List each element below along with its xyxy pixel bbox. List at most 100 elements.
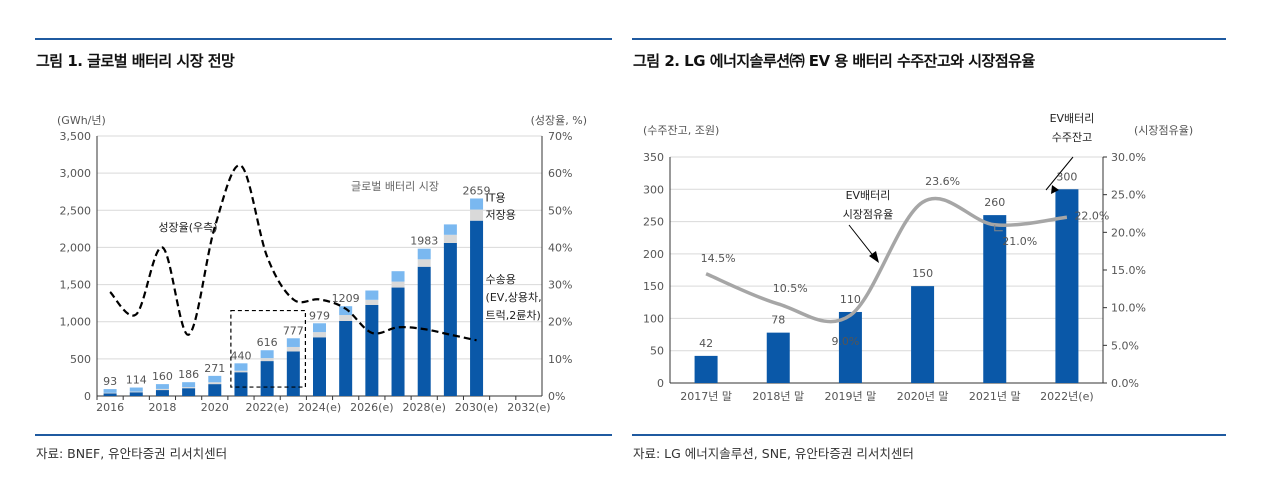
figure1-top-rule: [35, 38, 612, 40]
bar-segment-it: [103, 389, 117, 393]
x-tick-label: 2019년 말: [825, 390, 877, 403]
x-tick-label: 2018: [148, 401, 176, 414]
bar-segment-storage: [260, 358, 274, 362]
bar-segment-transport: [155, 390, 169, 396]
y-tick-label: 3,500: [60, 130, 92, 143]
market-share-label: 23.6%: [925, 175, 960, 188]
x-tick-label: 2021년 말: [969, 390, 1021, 403]
y2-tick-label: 30.0%: [1111, 151, 1146, 164]
x-tick-label: 2030(e): [455, 401, 498, 414]
figure2-top-rule: [632, 38, 1226, 40]
market-share-arrow-line: [848, 224, 876, 259]
y-tick-label: 0: [84, 390, 91, 403]
y-tick-label: 50: [650, 345, 664, 358]
chart-title: 글로벌 배터리 시장: [351, 180, 439, 193]
y2-tick-label: 70%: [548, 130, 572, 143]
x-tick-label: 2017년 말: [680, 390, 732, 403]
y2-tick-label: 60%: [548, 167, 572, 180]
order-backlog-bar: [694, 355, 718, 383]
x-tick-label: 2024(e): [298, 401, 341, 414]
leader-line: [994, 224, 1003, 232]
figure2-source: 자료: LG 에너지솔루션, SNE, 유안타증권 리서치센터: [633, 446, 914, 461]
y-tick-label: 1,000: [60, 316, 92, 329]
y2-tick-label: 30%: [548, 279, 572, 292]
y2-tick-label: 25.0%: [1111, 189, 1146, 202]
bar-total-label: 2659: [463, 184, 491, 197]
market-share-legend: EV배터리 시장점유율: [843, 189, 894, 221]
y-tick-label: 150: [643, 280, 664, 293]
bar-segment-storage: [313, 332, 326, 338]
bar-segment-transport: [129, 392, 143, 396]
bar-segment-transport: [260, 361, 274, 396]
bar-value-label: 78: [771, 314, 785, 327]
market-share-label: 21.0%: [1002, 235, 1037, 248]
bar-segment-storage: [129, 391, 143, 393]
y-tick-label: 200: [643, 248, 664, 261]
highlight-box: [230, 309, 307, 388]
y2-tick-label: 0%: [548, 390, 565, 403]
bar-total-label: 114: [126, 374, 147, 387]
y-axis-label: (GWh/년): [57, 114, 106, 127]
bar-total-label: 777: [283, 324, 304, 337]
bar-segment-storage: [365, 299, 379, 305]
y2-tick-label: 10.0%: [1111, 302, 1146, 315]
bar-segment-transport: [286, 351, 300, 396]
x-tick-label: 2020년 말: [897, 390, 949, 403]
bar-total-label: 160: [152, 370, 173, 383]
y-tick-label: 2,000: [60, 241, 92, 254]
x-tick-label: 2016: [96, 401, 124, 414]
bar-total-label: 616: [257, 336, 278, 349]
x-tick-label: 2022년(e): [1040, 390, 1093, 403]
bar-segment-it: [208, 375, 222, 383]
bar-segment-storage: [417, 259, 431, 267]
bar-segment-transport: [313, 337, 326, 396]
order-backlog-bar: [766, 332, 790, 383]
y2-tick-label: 0.0%: [1111, 377, 1139, 390]
legend-transport: 수송용 (EV,상용차, 트럭,2륜차): [486, 273, 542, 322]
y2-tick-label: 50%: [548, 204, 572, 217]
growth-rate-line: [109, 164, 477, 342]
figure2-title: 그림 2. LG 에너지솔루션㈜ EV 용 배터리 수주잔고와 시장점유율: [633, 52, 1035, 70]
y2-tick-label: 5.0%: [1111, 339, 1139, 352]
bar-segment-it: [470, 198, 484, 210]
x-tick-label: 2028(e): [403, 401, 446, 414]
figure2-bottom-rule: [632, 434, 1226, 436]
market-share-label: 9.0%: [831, 335, 859, 348]
y-tick-label: 0: [657, 377, 664, 390]
y2-tick-label: 40%: [548, 241, 572, 254]
legend-it: IT용: [486, 191, 506, 204]
bar-segment-transport: [391, 287, 405, 396]
y-tick-label: 350: [643, 151, 664, 164]
bar-value-label: 110: [840, 293, 861, 306]
bar-segment-storage: [339, 315, 353, 321]
y-tick-label: 300: [643, 183, 664, 196]
bar-total-label: 440: [230, 349, 251, 362]
bar-segment-transport: [208, 384, 222, 396]
y-axis-label: (수주잔고, 조원): [643, 124, 719, 137]
bar-segment-storage: [155, 388, 169, 391]
bar-total-label: 271: [204, 362, 225, 375]
order-backlog-bar: [911, 286, 935, 383]
bar-total-label: 1983: [410, 235, 438, 248]
y2-tick-label: 10%: [548, 353, 572, 366]
figure1-bottom-rule: [35, 434, 612, 436]
bar-total-label: 186: [178, 368, 199, 381]
bar-segment-transport: [103, 393, 117, 396]
bar-segment-storage: [234, 370, 248, 373]
bar-value-label: 300: [1056, 170, 1077, 183]
market-share-label: 22.0%: [1074, 209, 1109, 222]
bar-segment-storage: [286, 346, 300, 352]
market-share-label: 14.5%: [701, 252, 736, 265]
figure1-source: 자료: BNEF, 유안타증권 리서치센터: [36, 446, 228, 461]
order-backlog-bar: [983, 215, 1007, 383]
bar-segment-storage: [103, 392, 117, 394]
y-tick-label: 500: [70, 353, 91, 366]
market-share-label: 10.5%: [773, 282, 808, 295]
x-tick-label: 2026(e): [350, 401, 393, 414]
bar-segment-storage: [470, 209, 484, 221]
bar-segment-it: [155, 384, 169, 389]
x-tick-label: 2032(e): [507, 401, 550, 414]
arrow-head-icon: [869, 251, 879, 263]
y2-axis-label: (시장점유율): [1134, 124, 1193, 137]
